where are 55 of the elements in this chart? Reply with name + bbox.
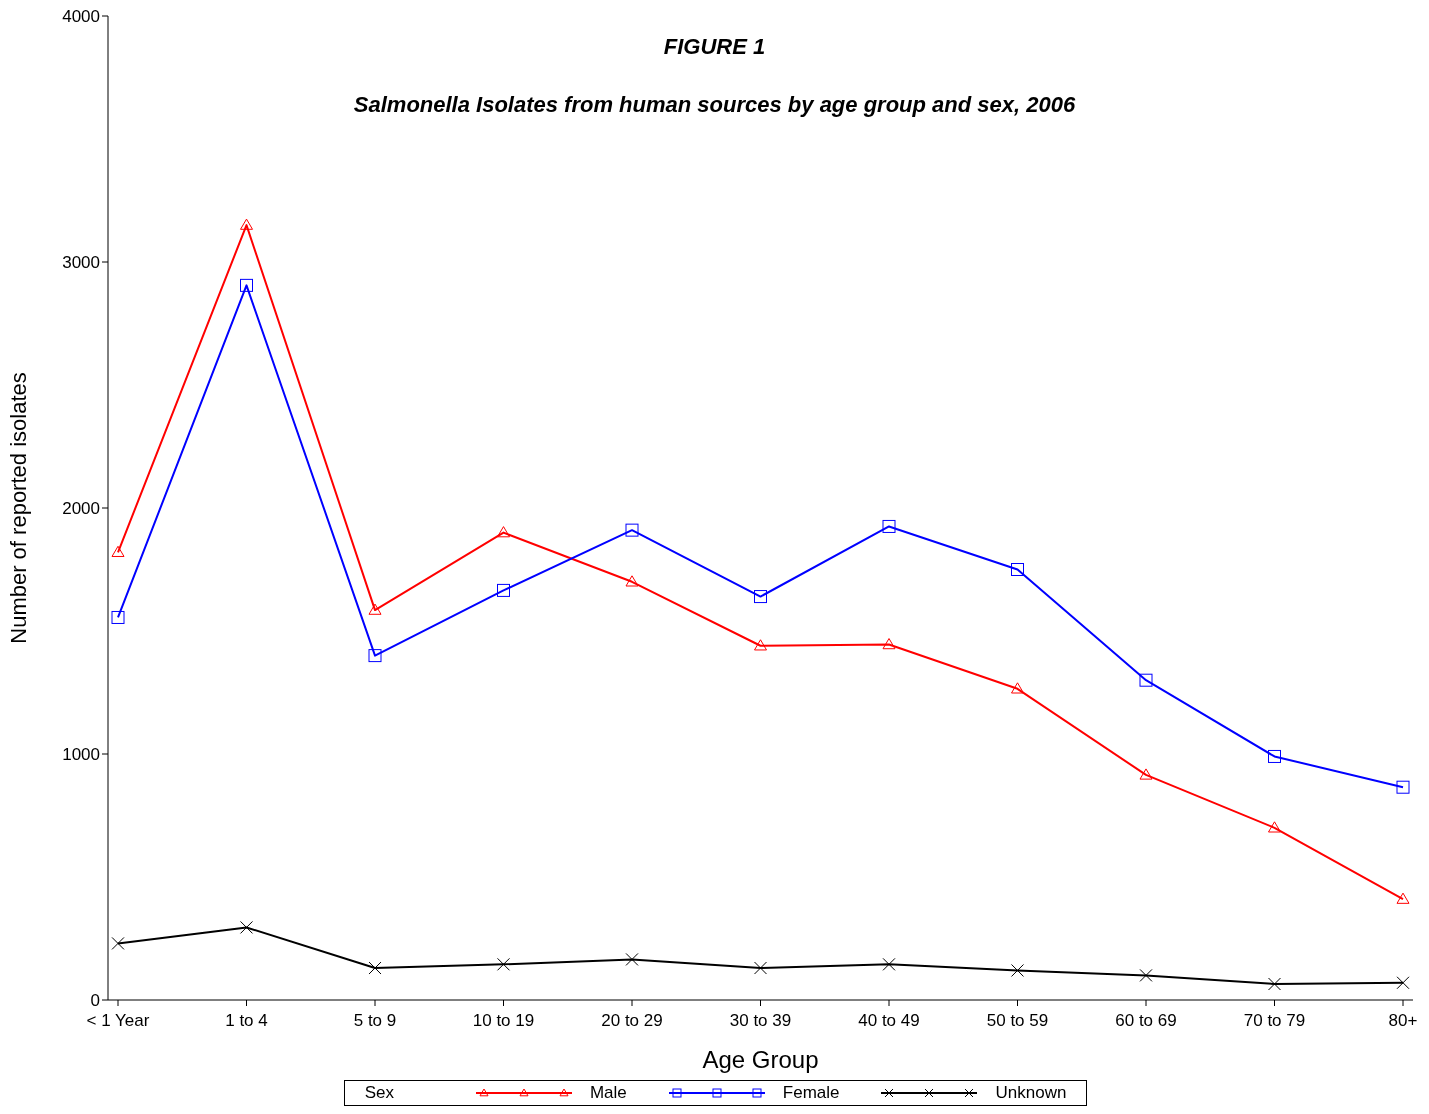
x-tick-label: 60 to 69	[1115, 1011, 1177, 1031]
x-tick-label: 50 to 59	[986, 1011, 1049, 1031]
y-tick-label: 4000	[62, 7, 100, 27]
point	[111, 936, 125, 950]
y-tick-label: 2000	[62, 499, 100, 519]
y-axis-title: Number of reported isolates	[5, 372, 31, 644]
point	[1268, 821, 1281, 833]
point	[368, 649, 382, 663]
point	[754, 961, 767, 975]
point	[754, 639, 767, 651]
point	[882, 638, 896, 650]
x-tick-label: 10 to 19	[472, 1011, 535, 1031]
legend-label: Female	[782, 1083, 840, 1103]
point	[497, 957, 510, 971]
y-tick-label: 1000	[62, 745, 100, 765]
point	[497, 583, 510, 597]
x-tick-label: 70 to 79	[1243, 1011, 1306, 1031]
point	[1139, 968, 1153, 982]
x-tick-label: 1 to 4	[225, 1011, 268, 1031]
point	[1011, 682, 1024, 694]
point	[111, 545, 125, 557]
point	[625, 575, 639, 587]
point	[1396, 892, 1410, 904]
point	[240, 278, 253, 292]
x-tick-label: 40 to 49	[858, 1011, 920, 1031]
point	[111, 610, 125, 624]
point	[368, 603, 382, 615]
point	[882, 519, 896, 533]
legend-label: Male	[589, 1083, 627, 1103]
point	[1139, 673, 1153, 687]
text: FIGURE 1	[662, 34, 767, 60]
y-tick-label: 3000	[62, 253, 100, 273]
point	[1396, 780, 1410, 794]
legend-title: Sex	[364, 1083, 394, 1103]
y-tick-label: 0	[90, 991, 100, 1011]
point	[1396, 976, 1410, 990]
point	[1268, 749, 1281, 763]
x-tick-label: < 1 Year	[86, 1011, 150, 1031]
legend-label: Unknown	[995, 1083, 1067, 1103]
x-tick-label: 20 to 29	[601, 1011, 663, 1031]
point	[882, 957, 896, 971]
point	[497, 526, 510, 538]
point	[754, 590, 767, 604]
point	[1139, 768, 1153, 780]
x-tick-label: 5 to 9	[353, 1011, 397, 1031]
point	[240, 218, 253, 230]
point	[240, 920, 253, 934]
point	[1268, 977, 1281, 991]
point	[625, 952, 639, 966]
text: Salmonella Isolates from human sources by age group and sex, 2006	[352, 92, 1077, 118]
x-tick-label: 30 to 39	[729, 1011, 792, 1031]
x-axis-title: Age Group	[702, 1046, 819, 1073]
point	[625, 523, 639, 537]
x-tick-label: 80+	[1388, 1011, 1418, 1031]
point	[1011, 963, 1024, 977]
